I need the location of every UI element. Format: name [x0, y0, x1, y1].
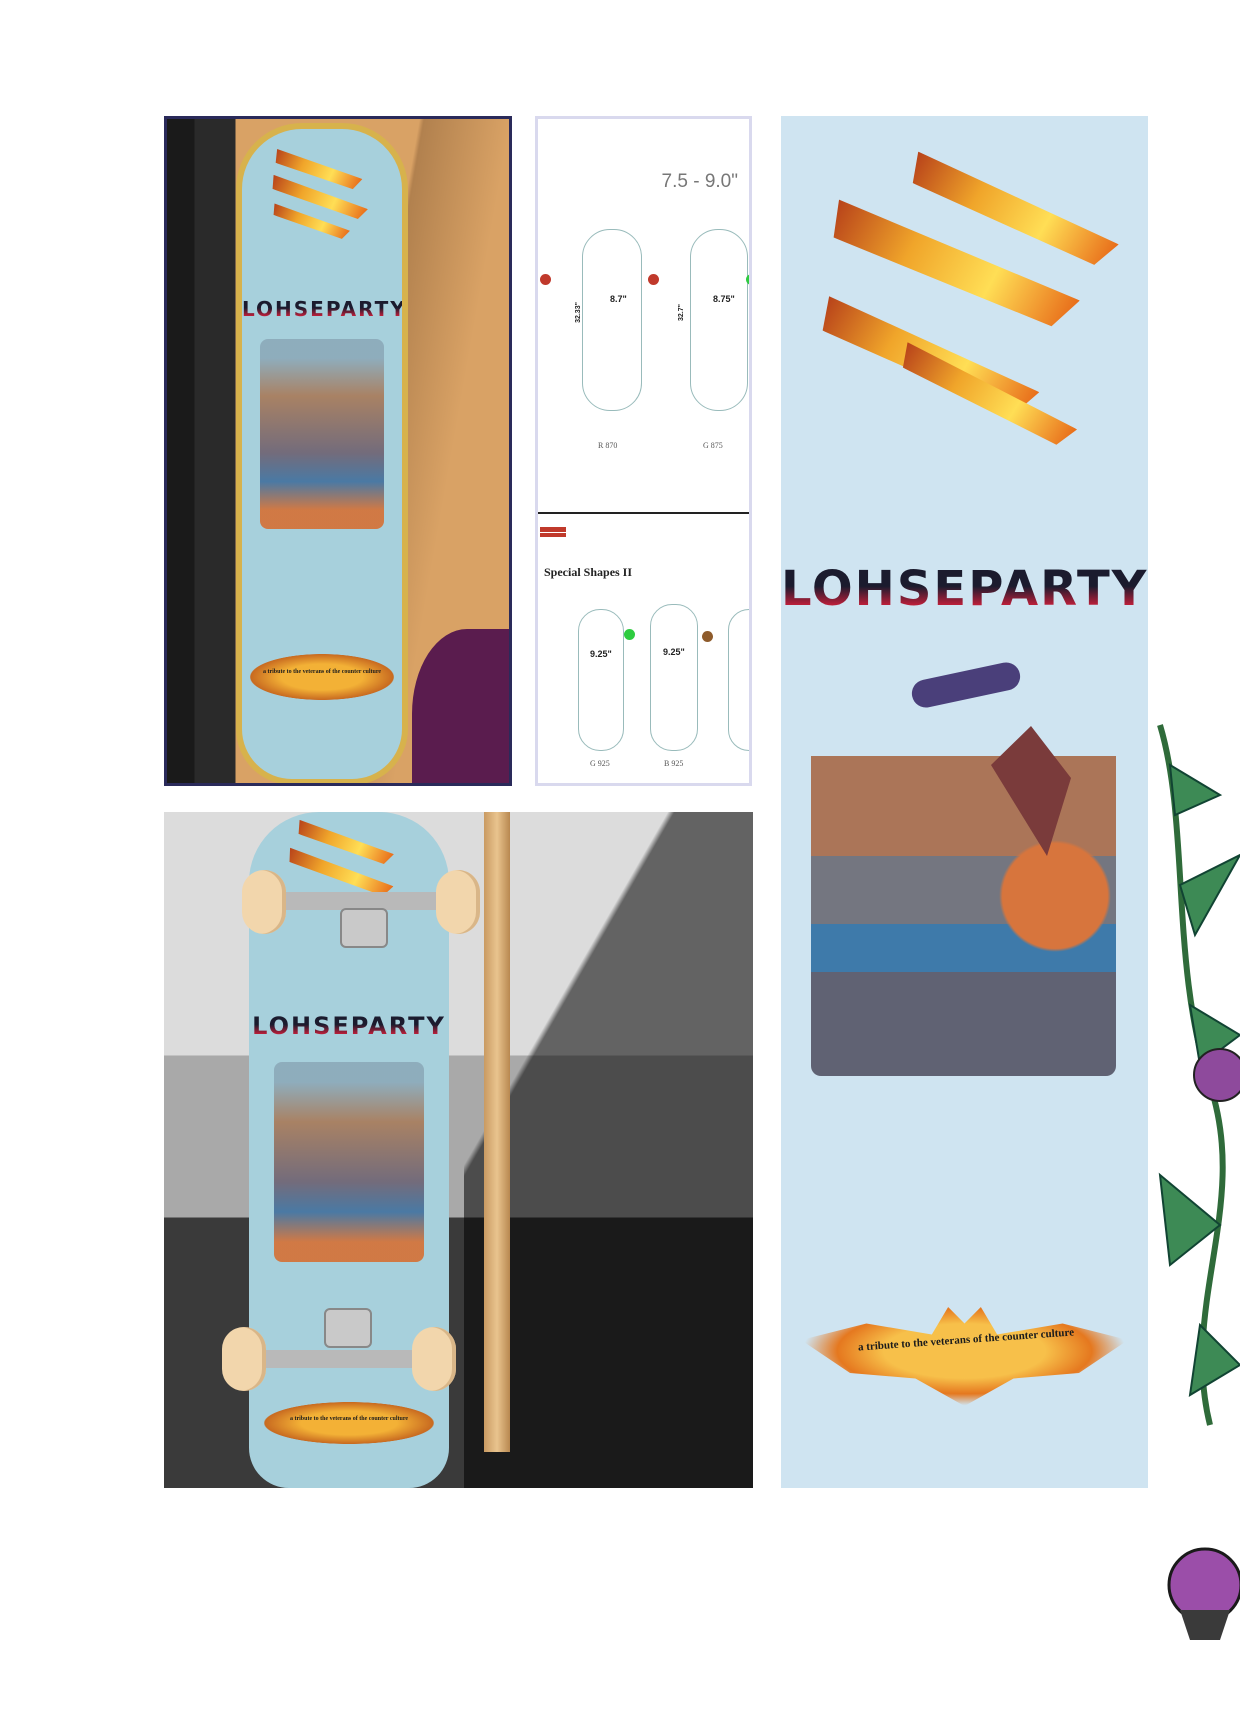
section-title: Special Shapes II: [544, 565, 633, 579]
color-dot-brown: [702, 631, 713, 642]
color-dot-red: [648, 274, 659, 285]
shape-caption: R 870: [598, 441, 618, 450]
shape-spec-sheet: 7.5 - 9.0" 8.7" 32.33" R 870 8.75" 32.7"…: [535, 116, 752, 786]
deck-photo-indoor: LOHSEPARTY a tribute to the veterans of …: [164, 116, 512, 786]
front-right-wheel: [436, 870, 480, 934]
purple-deck-background: [412, 629, 509, 783]
shape-width: 8.75": [713, 294, 735, 304]
bat-banner: [264, 1402, 434, 1444]
thistle-decoration: [1150, 705, 1240, 1705]
brand-logo: LOHSEPARTY: [781, 561, 1148, 617]
bat-tagline: a tribute to the veterans of the counter…: [289, 1416, 409, 1422]
shape-length: 32.7": [677, 304, 685, 321]
thistle-icon: [1157, 724, 1240, 1640]
rear-left-wheel: [222, 1327, 266, 1391]
section-divider: [538, 512, 749, 514]
deck-shape-g925: [578, 609, 624, 751]
front-truck-axle: [274, 892, 464, 910]
color-dot-red: [540, 274, 551, 285]
deck-shape-partial: [728, 609, 749, 751]
deck-artwork: LOHSEPARTY a tribute to the veterans of …: [781, 116, 1148, 1488]
brand-logo: LOHSEPARTY: [249, 1012, 449, 1040]
bat-banner: [250, 654, 394, 700]
rear-truck-axle: [244, 1350, 444, 1368]
shape-width: 8.7": [610, 294, 627, 304]
shape-caption: G 925: [590, 759, 610, 768]
deck-illustration: [274, 1062, 424, 1262]
deck-shape-b925: [650, 604, 698, 751]
wooden-pole: [484, 812, 510, 1452]
deck-shape-r870: [582, 229, 642, 411]
wall-shadow: [464, 812, 753, 1488]
skatepark-illustration: [811, 676, 1116, 1076]
deck-photo-outdoor: LOHSEPARTY a tribute to the veterans of …: [164, 812, 753, 1488]
bat-tagline: a tribute to the veterans of the counter…: [262, 669, 382, 675]
shape-caption: B 925: [664, 759, 684, 768]
color-dot-green: [746, 274, 749, 285]
rear-right-wheel: [412, 1327, 456, 1391]
shape-width: 9.25": [663, 647, 685, 657]
front-baseplate: [340, 908, 388, 948]
color-dot-green: [624, 629, 635, 640]
shape-length: 32.33": [574, 302, 582, 323]
shape-width: 9.25": [590, 649, 612, 659]
shape-caption: G 875: [703, 441, 723, 450]
front-left-wheel: [242, 870, 286, 934]
deck-board: LOHSEPARTY a tribute to the veterans of …: [242, 129, 407, 779]
rear-baseplate: [324, 1308, 372, 1348]
brand-logo: LOHSEPARTY: [242, 297, 407, 321]
deck-shape-g875: [690, 229, 748, 411]
size-range: 7.5 - 9.0": [661, 171, 738, 192]
deck-illustration: [260, 339, 384, 529]
brand-mark: [540, 527, 566, 537]
